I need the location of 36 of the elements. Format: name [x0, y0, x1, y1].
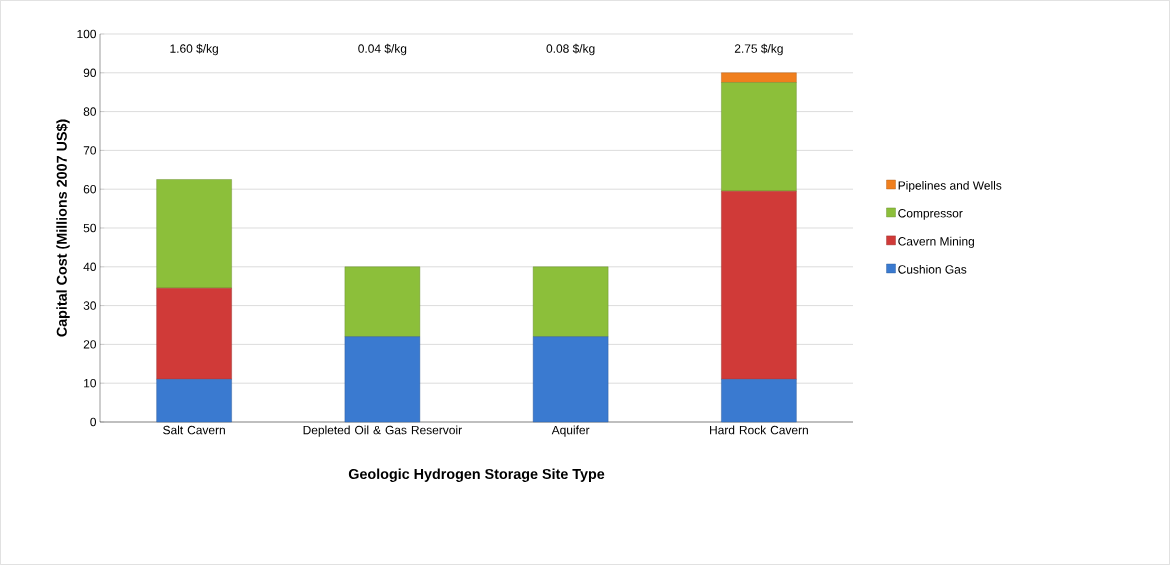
bar — [721, 190, 797, 380]
legend-label: Compressor — [898, 209, 963, 220]
y-axis-title: Capital Cost (Millions 2007 US$) — [56, 119, 70, 337]
annotation: 0.08 $/kg — [546, 43, 595, 56]
annotation: 0.04 $/kg — [358, 43, 407, 56]
bar — [156, 179, 232, 289]
y-tick-label: 50 — [83, 223, 97, 233]
y-tick-label: 60 — [83, 184, 97, 194]
legend-label: Cavern Mining — [898, 236, 974, 248]
bar — [721, 72, 797, 83]
bar — [156, 379, 232, 423]
bar — [156, 287, 232, 380]
y-tick-label: 0 — [90, 417, 97, 427]
bar — [344, 336, 421, 423]
bar — [532, 336, 609, 423]
x-axis-title: Geologic Hydrogen Storage Site Type — [348, 468, 605, 482]
y-tick-label: 10 — [84, 378, 97, 388]
y-tick-label: 20 — [83, 340, 97, 349]
y-tick-label: 80 — [83, 107, 97, 116]
annotation: 1.60 $/kg — [170, 43, 218, 56]
bar — [532, 266, 609, 337]
y-tick-label: 70 — [83, 146, 97, 155]
x-tick-label: Depleted Oil & Gas Reservoir — [303, 425, 462, 437]
y-tick-label: 30 — [83, 301, 97, 310]
bar — [344, 266, 421, 337]
x-tick-label: Salt Cavern — [163, 425, 225, 435]
y-tick-label: 40 — [83, 262, 97, 272]
x-tick-label: Hard Rock Cavern — [710, 425, 808, 435]
legend-label: Pipelines and Wells — [898, 180, 1002, 193]
legend-label: Cushion Gas — [898, 264, 967, 274]
y-tick-label: 100 — [77, 29, 97, 39]
x-tick-label: Aquifer — [551, 425, 590, 437]
annotation: 2.75 $/kg — [734, 43, 783, 56]
bar — [721, 379, 797, 423]
y-tick-label: 90 — [83, 68, 97, 78]
bar — [721, 82, 797, 192]
